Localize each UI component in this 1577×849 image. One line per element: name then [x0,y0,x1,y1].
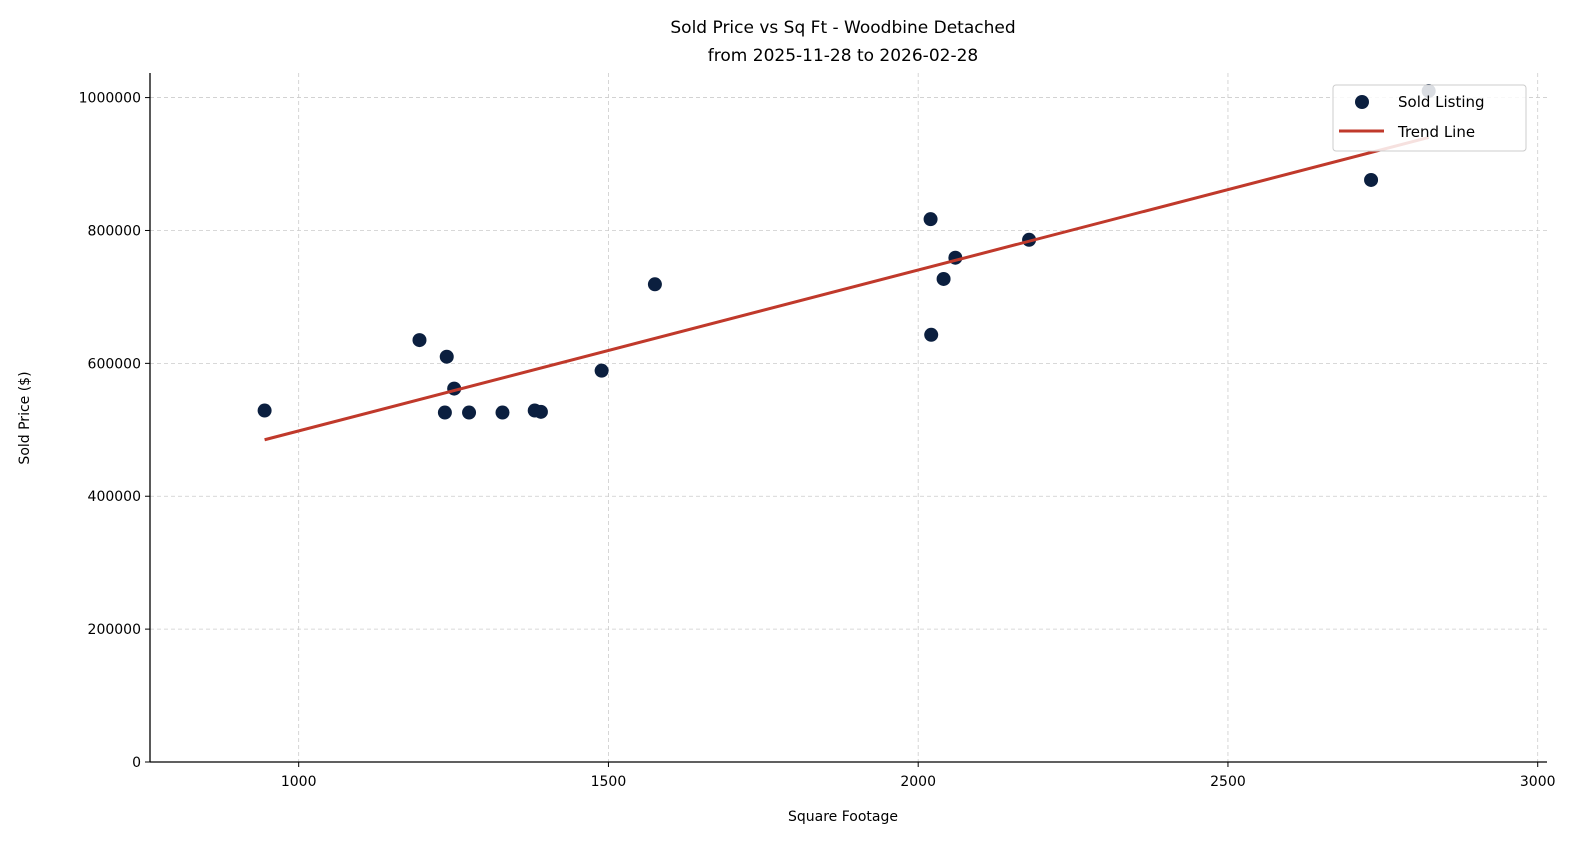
x-tick-label: 2000 [900,774,936,790]
legend-label-sold-listing: Sold Listing [1398,93,1485,111]
y-tick-label: 200000 [88,622,141,638]
marks [257,83,1436,442]
data-point [437,405,452,420]
legend-label-trend-line: Trend Line [1397,123,1475,141]
y-axis-label: Sold Price ($) [17,371,33,464]
chart-title: Sold Price vs Sq Ft - Woodbine Detached [670,18,1015,38]
x-tick-label: 1000 [281,774,317,790]
data-point [257,403,272,418]
data-point [923,212,938,227]
legend-box [1332,84,1527,152]
chart-subtitle: from 2025-11-28 to 2026-02-28 [708,46,978,66]
y-tick-label: 0 [132,755,141,771]
x-axis-label: Square Footage [788,809,898,825]
y-tick-label: 600000 [88,356,141,372]
y-tick-label: 800000 [88,223,141,239]
data-point [462,405,477,420]
ticks: 1000 1500 2000 2500 3000 0 200000 400000 600000 8… [79,91,1556,790]
data-point [924,327,939,342]
trend-line [264,135,1430,442]
x-tick-label: 3000 [1520,774,1556,790]
data-point [1364,172,1379,187]
grid [150,73,1547,762]
x-tick-label: 1500 [591,774,627,790]
data-point [647,277,662,292]
data-point [439,349,454,364]
data-point [412,333,427,348]
data-point [936,271,951,286]
legend-marker-sold-listing [1355,95,1369,109]
data-point [495,405,510,420]
y-tick-label: 1000000 [79,91,141,107]
x-tick-label: 2500 [1210,774,1246,790]
data-point [533,404,548,419]
data-point [594,363,609,378]
legend: Sold Listing Trend Line [1332,84,1527,152]
y-tick-label: 400000 [88,489,141,505]
